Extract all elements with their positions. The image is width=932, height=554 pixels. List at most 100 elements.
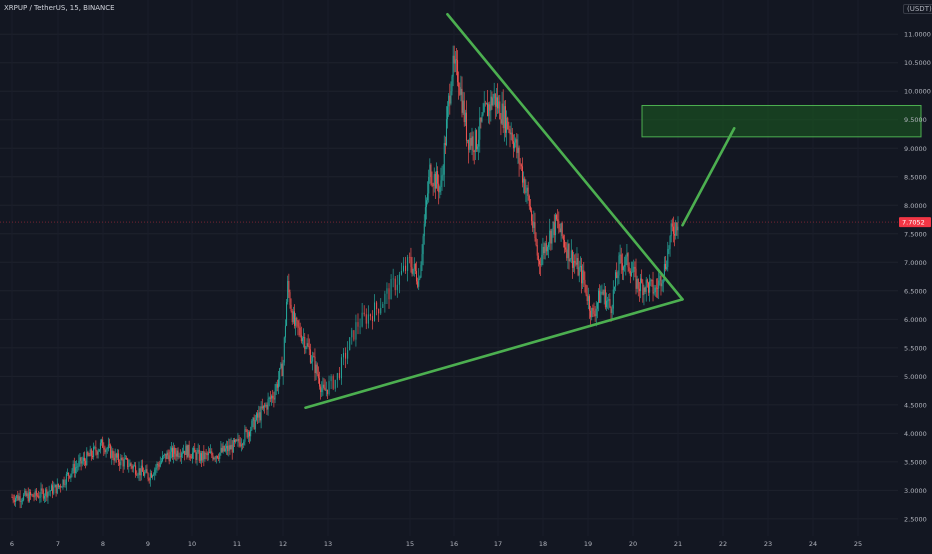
candle-body — [78, 460, 80, 467]
candle-body — [643, 287, 645, 296]
candle-body — [593, 310, 595, 315]
candle-body — [160, 460, 162, 463]
candle-body — [479, 117, 481, 140]
candle-body — [534, 221, 536, 239]
candle-body — [42, 490, 44, 499]
candle-body — [219, 452, 221, 459]
candle-body — [205, 453, 207, 454]
candle-body — [230, 444, 232, 450]
candle-body — [488, 104, 490, 117]
candle-body — [222, 445, 224, 452]
candle-body — [315, 364, 317, 373]
candle-body — [16, 495, 18, 499]
candle-body — [637, 278, 639, 289]
candle-body — [177, 450, 179, 457]
lower-trendline[interactable] — [304, 298, 684, 410]
candle-body — [595, 308, 597, 317]
last-price-label: 7.7052 — [902, 219, 925, 227]
candle-body — [521, 166, 523, 183]
candle-body — [425, 200, 427, 208]
candle-body — [137, 474, 139, 476]
target-zone-rectangle[interactable] — [641, 104, 922, 138]
candle-body — [635, 268, 637, 289]
candle-body — [467, 139, 469, 141]
candle-body — [330, 376, 332, 382]
candle-body — [284, 325, 286, 338]
candle-body — [510, 132, 512, 135]
candle-body — [312, 356, 314, 362]
candle-body — [468, 139, 470, 150]
candle-body — [322, 384, 324, 389]
candle-body — [388, 288, 390, 300]
candle-body — [559, 228, 561, 233]
symbol-title: XRPUP / TetherUS, 15, BINANCE — [4, 4, 115, 12]
candle-body — [176, 450, 178, 457]
candle-body — [570, 250, 572, 260]
candle-body — [108, 444, 110, 446]
trendline-drawings[interactable] — [304, 12, 922, 410]
candle-body — [129, 463, 131, 467]
candle-body — [531, 210, 533, 222]
last-price-badge[interactable] — [899, 217, 931, 228]
candle-body — [634, 266, 636, 269]
candle-body — [527, 187, 529, 197]
y-tick-label: 7.0000 — [904, 259, 927, 267]
candle-body — [573, 260, 575, 268]
candle-body — [141, 465, 143, 472]
currency-unit-badge[interactable]: (USDT) — [903, 4, 932, 14]
price-axis[interactable]: 2.5000 3.0000 3.5000 4.0000 4.5000 5.0000 5.50… — [0, 31, 931, 524]
candle-body — [423, 223, 425, 237]
candle-body — [237, 438, 239, 441]
candle-body — [349, 337, 351, 351]
candle-body — [548, 243, 550, 247]
candle-body — [227, 445, 229, 452]
candle-body — [551, 229, 553, 244]
projection-line[interactable] — [681, 126, 736, 227]
candle-body — [668, 248, 670, 250]
y-tick-label: 10.0000 — [904, 88, 931, 96]
candle-body — [575, 262, 577, 265]
candle-body — [85, 460, 87, 466]
x-tick-label: 11 — [233, 540, 241, 548]
candle-body — [464, 112, 466, 123]
candle-body — [295, 317, 297, 326]
candle-body — [677, 226, 679, 231]
candle-body — [497, 97, 499, 109]
upper-trendline[interactable] — [446, 12, 684, 301]
candle-body — [37, 495, 39, 497]
candle-body — [296, 317, 298, 321]
candle-body — [268, 397, 270, 400]
candle-body — [498, 101, 500, 109]
candle-body — [122, 459, 124, 467]
candle-body — [561, 223, 563, 237]
candle-body — [64, 484, 66, 486]
candle-body — [278, 379, 280, 388]
candle-body — [194, 448, 196, 453]
candle-body — [228, 445, 230, 452]
candle-body — [123, 459, 125, 467]
candle-body — [246, 429, 248, 438]
candle-body — [66, 472, 68, 475]
candle-body — [552, 221, 554, 230]
candle-body — [445, 119, 447, 146]
candle-body — [214, 457, 216, 459]
candle-body — [430, 164, 432, 184]
candle-body — [411, 266, 413, 274]
candle-body — [17, 495, 19, 500]
candle-body — [494, 93, 496, 107]
candle-body — [61, 487, 63, 488]
candle-body — [164, 453, 166, 456]
candle-body — [316, 364, 318, 375]
candle-body — [97, 451, 99, 455]
candle-body — [255, 413, 257, 420]
candle-body — [438, 183, 440, 193]
candle-body — [421, 254, 423, 265]
candle-body — [35, 490, 37, 496]
candle-body — [320, 386, 322, 393]
time-axis[interactable]: 6 7 8 9 10 11 12 13 15 16 17 18 19 20 21 22 23 24 25 — [10, 540, 862, 548]
candle-body — [40, 488, 42, 497]
candle-body — [49, 490, 51, 492]
candle-body — [340, 357, 342, 379]
